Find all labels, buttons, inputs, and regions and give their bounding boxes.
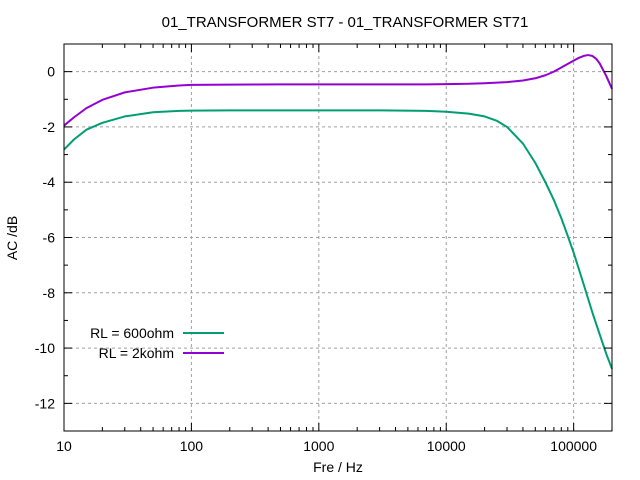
chart-title: 01_TRANSFORMER ST7 - 01_TRANSFORMER ST71 (162, 14, 529, 31)
series-line-1 (63, 109, 613, 370)
x-tick-labels: 10 100 1000 10000 100000 (56, 438, 597, 454)
y-tick-label: 0 (47, 64, 55, 80)
y-tick-label: -10 (35, 340, 55, 356)
grid-lines (64, 44, 612, 431)
tick-marks (63, 43, 612, 432)
x-tick-label: 1000 (303, 438, 334, 454)
x-tick-label: 100 (180, 438, 204, 454)
x-tick-label: 100000 (550, 438, 597, 454)
legend: RL = 600ohm RL = 2kohm (90, 325, 224, 361)
legend-label-1: RL = 600ohm (90, 325, 174, 341)
y-axis-label: AC /dB (4, 216, 20, 260)
plot-frame (63, 43, 613, 432)
series-layer (63, 54, 613, 370)
x-tick-label: 10 (56, 438, 72, 454)
y-tick-label: -6 (43, 230, 56, 246)
y-tick-label: -12 (35, 395, 55, 411)
y-tick-label: -4 (43, 174, 56, 190)
x-tick-label: 10000 (427, 438, 466, 454)
y-tick-label: -2 (43, 119, 56, 135)
y-tick-labels: 0 -2 -4 -6 -8 -10 -12 (35, 64, 55, 412)
series-line-2 (63, 54, 613, 127)
x-axis-label: Fre / Hz (313, 459, 363, 475)
y-tick-label: -8 (43, 285, 56, 301)
legend-label-2: RL = 2kohm (99, 345, 174, 361)
